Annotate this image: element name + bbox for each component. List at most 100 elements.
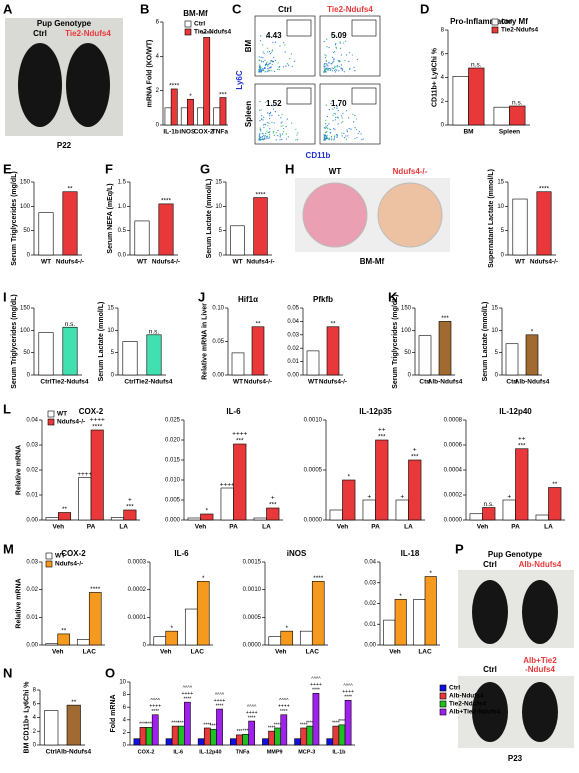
axis-label: Ly6C	[235, 70, 244, 89]
significance-label: **	[71, 699, 77, 706]
legend-label: Ctrl	[449, 685, 460, 692]
flow-dot	[351, 54, 353, 56]
flow-dot	[326, 63, 328, 65]
bar	[146, 334, 162, 376]
bar	[220, 487, 234, 521]
flow-dot	[264, 64, 267, 66]
flow-dot	[263, 134, 265, 136]
significance-label: *	[348, 474, 351, 481]
bar	[78, 477, 92, 521]
significance-label: ++++	[278, 704, 290, 710]
flow-dot	[336, 107, 338, 109]
flow-dot	[277, 62, 279, 64]
flow-dot	[325, 60, 328, 62]
x-tick-label: LAC	[418, 649, 432, 656]
genotype-label: Tie2-Ndufs4	[65, 29, 111, 38]
flow-dot	[274, 111, 277, 113]
flow-dot	[324, 54, 326, 56]
flow-dot	[272, 132, 274, 134]
y-tick-label: 2	[156, 88, 160, 94]
flow-dot	[336, 105, 338, 108]
legend-swatch	[439, 708, 447, 716]
significance-label: ++++	[90, 417, 105, 424]
significance-label: ****	[255, 191, 266, 198]
bar	[153, 636, 167, 646]
flow-dot	[271, 70, 273, 72]
flow-dot	[267, 68, 269, 70]
gate-percent: 4.43	[266, 31, 282, 40]
x-tick-label: Ctrl	[40, 379, 51, 386]
y-axis-label: Relative mRNA	[16, 445, 23, 495]
x-tick-label: Veh	[195, 524, 207, 531]
bar	[418, 335, 432, 376]
flow-dot	[339, 41, 341, 43]
y-tick-label: 0.0001	[128, 615, 147, 621]
significance-label: *	[531, 329, 534, 336]
bar	[219, 97, 227, 126]
flow-dot	[325, 127, 327, 129]
y-tick-label: 0.00	[26, 518, 38, 524]
bar	[408, 459, 422, 521]
x-tick-label: WT	[41, 259, 51, 266]
y-tick-label: 5	[111, 350, 115, 356]
flow-dot	[260, 130, 262, 132]
x-tick-label: Ndufs4-/-	[152, 259, 180, 266]
row-label: Spleen	[244, 101, 253, 127]
flow-dot	[325, 125, 327, 127]
y-tick-label: 0.10	[212, 306, 224, 312]
bar	[170, 88, 178, 126]
legend-label: Ctrl	[501, 19, 512, 26]
y-tick-label: 5	[501, 228, 505, 234]
bar	[294, 738, 301, 746]
flow-dot	[332, 61, 334, 63]
flow-dot	[330, 68, 332, 71]
bar	[268, 730, 275, 746]
flow-dot	[261, 138, 263, 140]
flow-dot	[285, 133, 287, 135]
y-tick-label: 0.05	[287, 306, 299, 312]
flow-dot	[261, 136, 263, 138]
bar	[268, 636, 282, 646]
flow-dot	[331, 138, 333, 140]
flow-dot	[271, 51, 273, 53]
flow-dot	[324, 63, 326, 65]
flow-dot	[283, 42, 285, 44]
y-tick-label: 0.0004	[444, 468, 463, 474]
flow-dot	[258, 134, 261, 136]
significance-label: +	[507, 494, 511, 501]
bar	[58, 512, 72, 521]
x-tick-label: IL-1b	[332, 749, 346, 755]
flow-dot	[332, 67, 334, 70]
flow-dot	[265, 71, 267, 73]
significance-label: ++	[518, 435, 526, 442]
gate	[351, 19, 377, 37]
significance-label: n.s.	[65, 321, 76, 328]
flow-dot	[271, 121, 273, 123]
y-tick-label: 8	[441, 28, 445, 34]
flow-dot	[356, 136, 358, 139]
flow-dot	[280, 117, 282, 119]
y-axis-label: BM CD11b+ Ly6Chi %	[24, 681, 31, 754]
legend-swatch	[439, 700, 447, 708]
flow-dot	[283, 127, 285, 130]
flow-dot	[341, 69, 343, 71]
flow-dot	[269, 117, 271, 120]
panel-letter: M	[3, 541, 14, 556]
flow-dot	[338, 70, 340, 72]
flow-dot	[267, 131, 269, 133]
flow-dot	[336, 135, 338, 137]
flow-dot	[275, 132, 277, 134]
bar	[139, 727, 147, 746]
significance-label: ****	[312, 688, 320, 694]
significance-label: ++++	[246, 710, 258, 716]
flow-dot	[274, 41, 277, 43]
x-tick-label: Veh	[337, 524, 349, 531]
x-tick-label: PA	[511, 524, 520, 531]
y-tick-label: 150	[20, 180, 31, 186]
significance-label: **	[67, 185, 73, 192]
flow-dot	[271, 50, 274, 52]
flow-dot	[343, 137, 345, 139]
flow-dot	[331, 70, 334, 72]
x-tick-label: Ndufs4-/-	[244, 379, 272, 386]
y-tick-label: 0	[441, 123, 445, 129]
